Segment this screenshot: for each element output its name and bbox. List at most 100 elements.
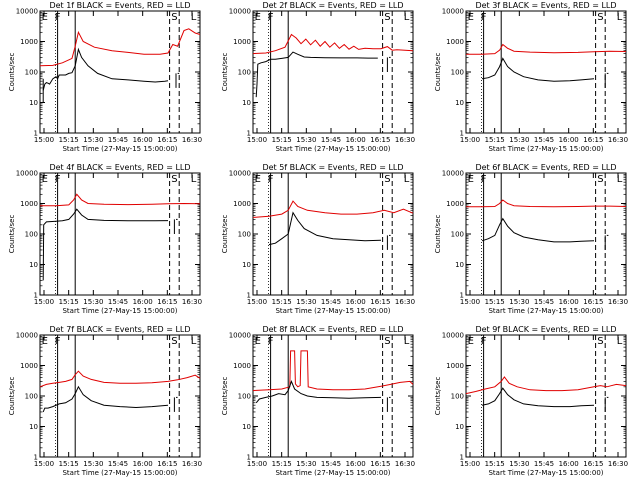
x-tick-label: 15:45 <box>321 136 341 144</box>
x-tick-label: 15:30 <box>509 460 529 468</box>
marker-letter-f: F <box>55 12 61 23</box>
x-tick-label: 16:15 <box>583 298 603 306</box>
x-tick-label: 15:30 <box>83 460 103 468</box>
x-tick-label: 15:15 <box>272 460 292 468</box>
x-tick-label: 15:00 <box>247 136 267 144</box>
marker-letter-f: F <box>268 336 274 347</box>
y-tick-label: 1000 <box>233 362 251 370</box>
x-tick-label: 16:00 <box>133 136 153 144</box>
x-axis-label: Start Time (27-May-15 15:00:00) <box>488 145 603 153</box>
x-tick-label: 16:30 <box>182 298 202 306</box>
x-tick-label: 15:30 <box>296 136 316 144</box>
panel-title: Det 9f BLACK = Events, RED = LLD <box>475 325 616 334</box>
x-tick-label: 16:30 <box>182 460 202 468</box>
series-lld <box>39 28 201 67</box>
panel-title: Det 8f BLACK = Events, RED = LLD <box>262 325 403 334</box>
series-lld <box>252 350 414 392</box>
x-tick-label: 15:15 <box>59 460 79 468</box>
y-tick-label: 100 <box>451 393 464 401</box>
series-lld <box>40 193 201 207</box>
marker-letter-s: S <box>171 174 177 185</box>
x-tick-label: 15:00 <box>247 298 267 306</box>
y-tick-label: 100 <box>25 231 38 239</box>
x-tick-label: 15:45 <box>108 298 128 306</box>
x-tick-label: 16:30 <box>182 136 202 144</box>
x-tick-label: 15:15 <box>485 136 505 144</box>
x-tick-label: 15:30 <box>296 298 316 306</box>
y-tick-label: 10 <box>242 261 251 269</box>
series-events <box>255 380 382 404</box>
x-tick-label: 16:30 <box>395 460 415 468</box>
series-lld <box>252 33 414 55</box>
marker-letter-e: E <box>468 12 474 23</box>
y-tick-label: 1 <box>34 292 38 300</box>
x-tick-label: 16:30 <box>608 460 628 468</box>
x-tick-label: 15:15 <box>485 298 505 306</box>
series-events <box>481 217 595 243</box>
series-events <box>255 51 378 98</box>
x-axis-label: Start Time (27-May-15 15:00:00) <box>488 469 603 477</box>
marker-letter-s: S <box>597 12 603 23</box>
series-events <box>42 385 169 413</box>
x-tick-label: 15:45 <box>534 460 554 468</box>
x-axis-label: Start Time (27-May-15 15:00:00) <box>62 145 177 153</box>
marker-letter-s: S <box>171 336 177 347</box>
x-axis-label: Start Time (27-May-15 15:00:00) <box>62 469 177 477</box>
y-tick-label: 1000 <box>233 200 251 208</box>
marker-letter-f: F <box>55 336 61 347</box>
panel-title: Det 5f BLACK = Events, RED = LLD <box>262 163 403 172</box>
panel-det-9: Det 9f BLACK = Events, RED = LLD 1 10 100 10… <box>434 325 628 477</box>
marker-letter-s: S <box>597 336 603 347</box>
marker-letter-f: F <box>55 174 61 185</box>
panel-det-3: Det 3f BLACK = Events, RED = LLD 1 10 100 10… <box>434 1 628 153</box>
y-tick-label: 1000 <box>233 38 251 46</box>
plot-frame <box>252 334 414 458</box>
y-axis-label: Counts/sec <box>221 53 229 92</box>
y-axis-label: Counts/sec <box>434 377 442 416</box>
panel-det-8: Det 8f BLACK = Events, RED = LLD 1 10 100 10… <box>221 325 415 477</box>
x-tick-label: 15:30 <box>509 298 529 306</box>
panel-det-2: Det 2f BLACK = Events, RED = LLD 1 10 100 10… <box>221 1 415 153</box>
y-tick-label: 10000 <box>442 332 464 340</box>
y-tick-label: 1000 <box>20 200 38 208</box>
x-tick-label: 15:45 <box>534 136 554 144</box>
marker-letter-e: E <box>468 336 474 347</box>
marker-letter-s: S <box>384 12 390 23</box>
plot-frame <box>39 172 201 296</box>
y-tick-label: 10000 <box>229 332 251 340</box>
marker-letter-e: E <box>255 336 261 347</box>
y-tick-label: 100 <box>25 393 38 401</box>
y-tick-label: 10 <box>455 261 464 269</box>
y-tick-label: 1000 <box>446 200 464 208</box>
y-tick-label: 1000 <box>446 362 464 370</box>
x-tick-label: 16:00 <box>559 298 579 306</box>
x-tick-label: 15:45 <box>108 136 128 144</box>
marker-letter-f: F <box>268 12 274 23</box>
x-tick-label: 16:15 <box>370 460 390 468</box>
x-tick-label: 15:30 <box>83 136 103 144</box>
marker-letter-l: L <box>191 174 197 185</box>
x-tick-label: 15:30 <box>509 136 529 144</box>
marker-letter-f: F <box>268 174 274 185</box>
marker-letter-l: L <box>404 12 410 23</box>
y-tick-label: 100 <box>238 69 251 77</box>
marker-letter-e: E <box>468 174 474 185</box>
x-tick-label: 16:00 <box>559 136 579 144</box>
x-axis-label: Start Time (27-May-15 15:00:00) <box>275 469 390 477</box>
y-tick-label: 1 <box>247 292 251 300</box>
x-tick-label: 15:00 <box>460 298 480 306</box>
marker-letter-l: L <box>617 336 623 347</box>
y-axis-label: Counts/sec <box>221 377 229 416</box>
plot-frame <box>252 10 414 134</box>
x-tick-label: 15:15 <box>59 298 79 306</box>
marker-letter-f: F <box>481 174 487 185</box>
marker-letter-l: L <box>191 336 197 347</box>
y-tick-label: 10 <box>242 423 251 431</box>
marker-letter-e: E <box>42 174 48 185</box>
y-tick-label: 10 <box>455 423 464 431</box>
y-tick-label: 10000 <box>442 8 464 16</box>
y-tick-label: 10000 <box>16 332 38 340</box>
marker-letter-e: E <box>42 12 48 23</box>
y-tick-label: 10000 <box>442 170 464 178</box>
panel-title: Det 2f BLACK = Events, RED = LLD <box>262 1 403 10</box>
